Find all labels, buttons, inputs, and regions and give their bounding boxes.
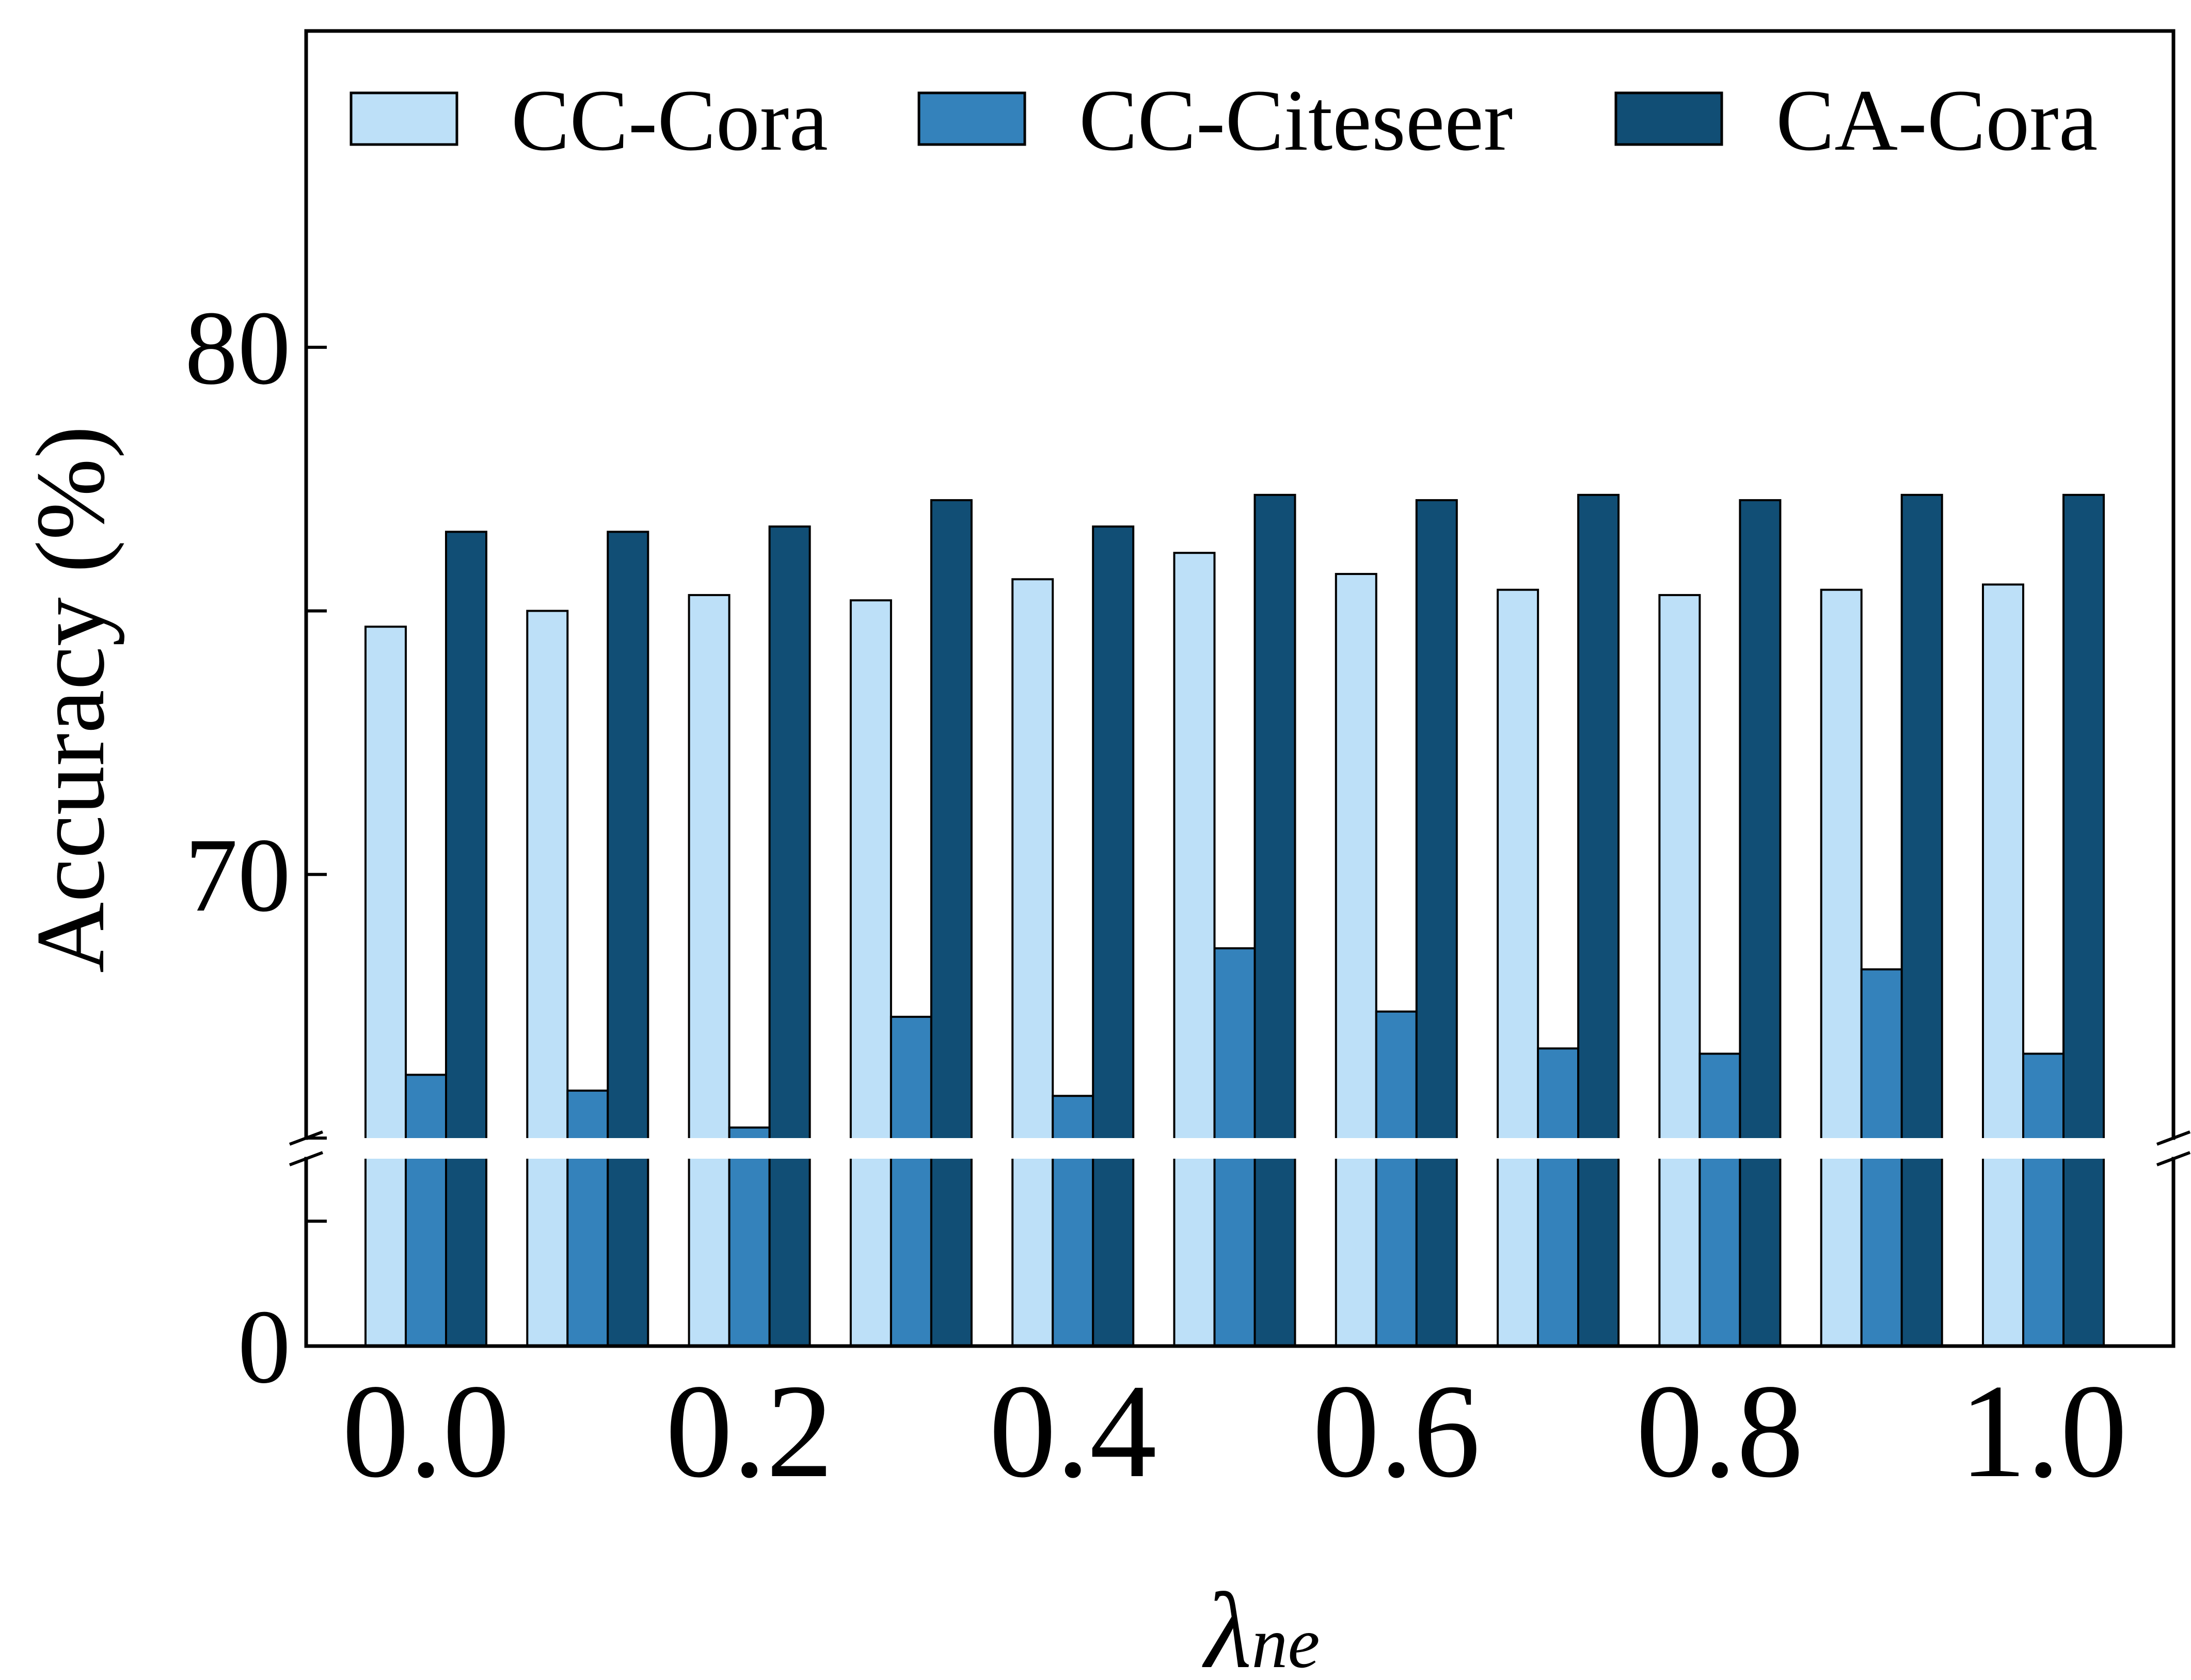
bar-cc-citeseer-0.3 bbox=[890, 1016, 932, 1347]
bar-cc-cora-1.0 bbox=[1982, 583, 2024, 1347]
y-tick-label: 80 bbox=[185, 290, 291, 407]
bar-cc-cora-0.0 bbox=[364, 626, 407, 1347]
x-tick-label: 1.0 bbox=[1960, 1357, 2128, 1506]
bar-cc-citeseer-0.0 bbox=[405, 1074, 447, 1347]
bar-ca-cora-1.0 bbox=[2062, 493, 2105, 1347]
bar-ca-cora-0.8 bbox=[1739, 499, 1782, 1347]
x-axis-subscript: ne bbox=[1251, 1603, 1320, 1680]
bar-cc-cora-0.7 bbox=[1497, 588, 1539, 1347]
bar-ca-cora-0.1 bbox=[607, 531, 649, 1347]
legend-label-cc-citeseer: CC-Citeseer bbox=[1079, 72, 1513, 169]
axis-break-mark bbox=[289, 1151, 324, 1166]
axis-break-gap bbox=[296, 1138, 2184, 1159]
legend-label-ca-cora: CA-Cora bbox=[1776, 72, 2098, 169]
bar-ca-cora-0.6 bbox=[1415, 499, 1458, 1347]
bar-cc-cora-0.8 bbox=[1658, 594, 1701, 1347]
x-tick-label: 0.2 bbox=[665, 1357, 833, 1506]
bar-cc-citeseer-0.2 bbox=[728, 1126, 771, 1348]
legend-swatch-cc-citeseer bbox=[917, 91, 1026, 146]
bar-cc-cora-0.3 bbox=[849, 599, 892, 1347]
bar-cc-citeseer-0.6 bbox=[1375, 1010, 1418, 1348]
bar-cc-cora-0.6 bbox=[1335, 573, 1377, 1347]
x-tick-label: 0.4 bbox=[989, 1357, 1157, 1506]
axis-break-mark bbox=[2156, 1130, 2191, 1146]
axis-break-mark bbox=[2156, 1151, 2191, 1166]
bar-cc-cora-0.1 bbox=[526, 610, 569, 1347]
bar-ca-cora-0.3 bbox=[930, 499, 973, 1347]
legend-label-cc-cora: CC-Cora bbox=[511, 72, 828, 169]
bar-cc-cora-0.5 bbox=[1173, 552, 1216, 1347]
bar-cc-citeseer-0.1 bbox=[566, 1090, 609, 1348]
y-axis-title: Accuracy (%) bbox=[17, 426, 125, 973]
bar-cc-cora-0.4 bbox=[1011, 578, 1054, 1347]
y-tick-label: 0 bbox=[238, 1288, 291, 1405]
x-axis-symbol: λ bbox=[1201, 1571, 1251, 1680]
bar-cc-citeseer-0.4 bbox=[1052, 1095, 1094, 1347]
x-tick-label: 0.8 bbox=[1636, 1357, 1804, 1506]
x-tick-label: 0.0 bbox=[342, 1357, 510, 1506]
bar-ca-cora-0.0 bbox=[445, 531, 487, 1347]
legend-swatch-ca-cora bbox=[1614, 91, 1723, 146]
bar-cc-cora-0.9 bbox=[1820, 588, 1863, 1347]
bar-ca-cora-0.9 bbox=[1900, 493, 1943, 1347]
bar-ca-cora-0.5 bbox=[1253, 493, 1296, 1347]
axis-ticks: 0 70 80 0.0 0.2 0.4 0.6 0.8 1.0 bbox=[185, 290, 2128, 1506]
bar-ca-cora-0.4 bbox=[1092, 525, 1135, 1348]
bar-ca-cora-0.2 bbox=[768, 525, 811, 1348]
plot-frame bbox=[289, 29, 2191, 1348]
legend: CC-Cora CC-Citeseer CA-Cora bbox=[350, 72, 2098, 169]
legend-swatch-cc-cora bbox=[350, 91, 458, 146]
bar-cc-citeseer-0.8 bbox=[1698, 1052, 1741, 1347]
x-tick-label: 0.6 bbox=[1312, 1357, 1480, 1506]
bar-cc-citeseer-1.0 bbox=[2022, 1052, 2065, 1347]
bar-cc-citeseer-0.7 bbox=[1537, 1047, 1580, 1348]
bars-layer bbox=[364, 493, 2105, 1348]
bar-cc-cora-0.2 bbox=[688, 594, 731, 1347]
x-axis-title: λne bbox=[1201, 1571, 1320, 1680]
bar-ca-cora-0.7 bbox=[1577, 493, 1620, 1347]
y-tick-label: 70 bbox=[185, 817, 291, 934]
